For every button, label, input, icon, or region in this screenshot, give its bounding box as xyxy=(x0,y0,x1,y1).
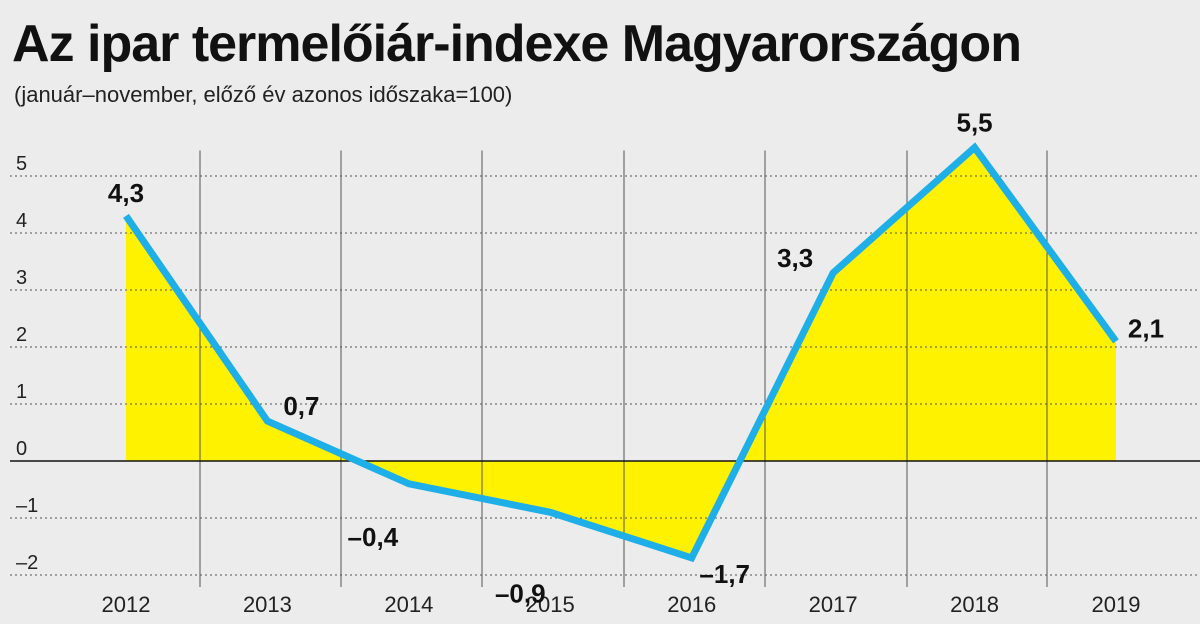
y-tick-label: 1 xyxy=(16,381,27,403)
x-tick-label: 2019 xyxy=(1092,592,1141,617)
series-line xyxy=(123,142,1119,563)
x-tick-label: 2012 xyxy=(102,592,151,617)
x-tick-label: 2015 xyxy=(526,592,575,617)
data-label: –0,4 xyxy=(348,522,399,552)
data-label: 3,3 xyxy=(777,243,813,273)
data-label: –1,7 xyxy=(699,559,750,589)
y-tick-label: 2 xyxy=(16,324,27,346)
y-tick-label: 4 xyxy=(16,210,27,232)
data-label: –0,9 xyxy=(495,578,546,608)
data-label: 2,1 xyxy=(1128,313,1164,343)
x-tick-label: 2016 xyxy=(667,592,716,617)
y-tick-label: 0 xyxy=(16,438,27,460)
data-label: 4,3 xyxy=(108,178,144,208)
y-tick-label: 3 xyxy=(16,267,27,289)
y-tick-label: –1 xyxy=(16,495,38,517)
y-tick-label: 5 xyxy=(16,153,27,175)
chart-subtitle: (január–november, előző év azonos idősza… xyxy=(14,82,513,107)
x-tick-label: 2013 xyxy=(243,592,292,617)
x-tick-label: 2017 xyxy=(809,592,858,617)
x-tick-label: 2014 xyxy=(384,592,433,617)
data-label: 5,5 xyxy=(956,108,992,138)
y-tick-label: –2 xyxy=(16,552,38,574)
x-tick-label: 2018 xyxy=(950,592,999,617)
data-label: 0,7 xyxy=(283,391,319,421)
chart-title: Az ipar termelőiár-indexe Magyarországon xyxy=(12,15,1022,73)
area-fill xyxy=(126,147,1116,558)
